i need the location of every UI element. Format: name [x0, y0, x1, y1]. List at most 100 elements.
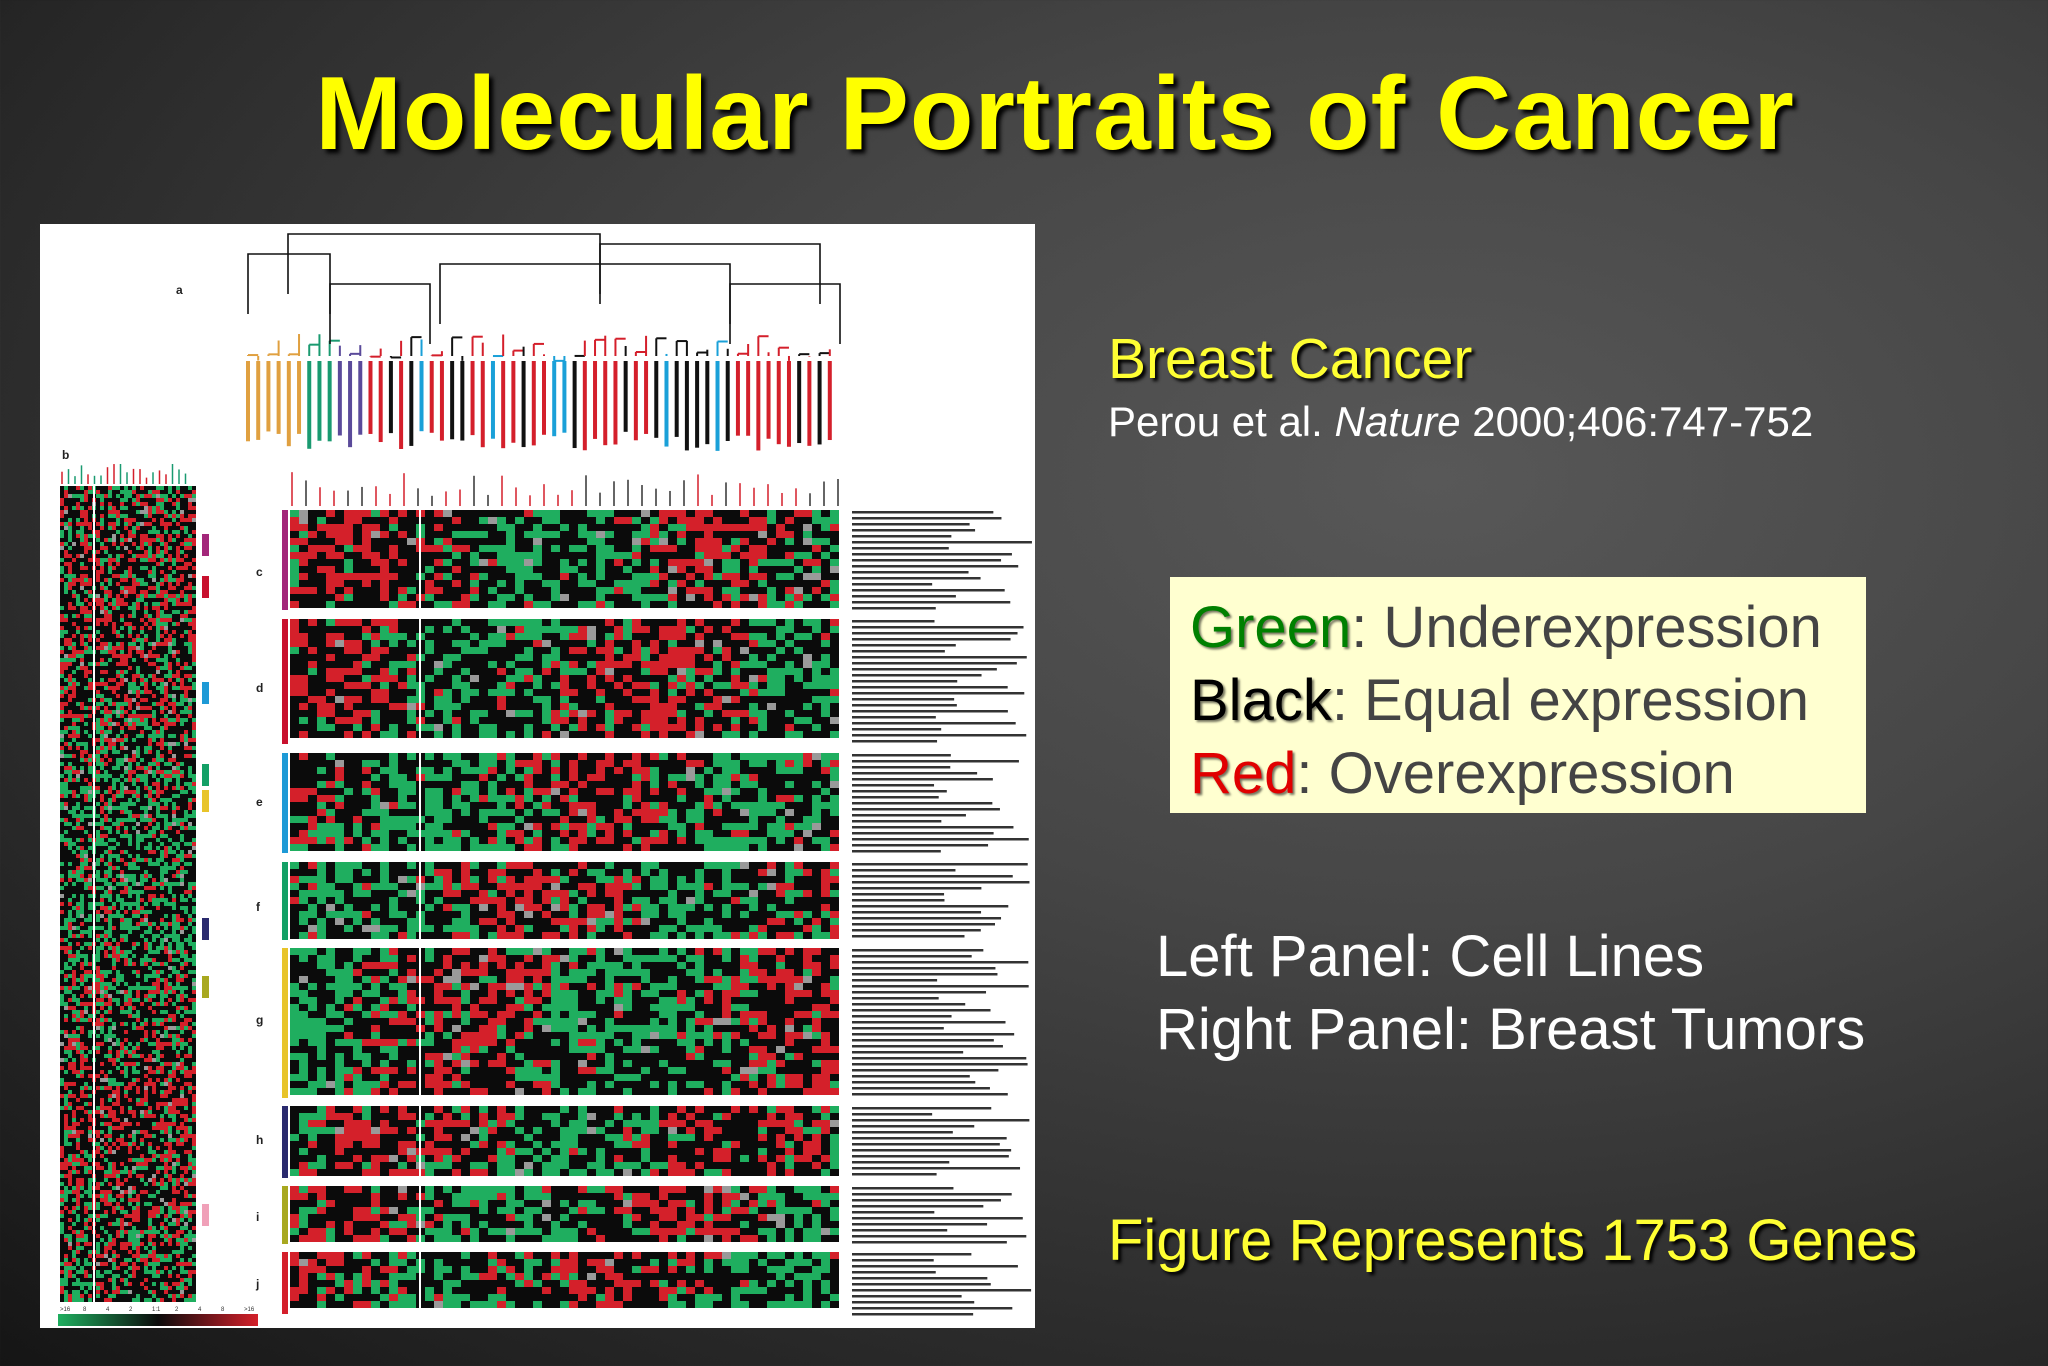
heatmap-block: [290, 948, 839, 1095]
sample-label-line: [776, 361, 781, 445]
citation-reference: 2000;406:747-752: [1472, 398, 1814, 445]
gene-label-line: [852, 991, 987, 994]
gene-label-line: [852, 620, 935, 623]
slide-title: Molecular Portraits of Cancer: [315, 56, 1795, 172]
gene-label-line: [852, 565, 1019, 568]
sample-label-line: [501, 361, 506, 449]
panel-label: d: [256, 681, 263, 695]
cell-line-heatmap: [60, 486, 196, 1302]
sample-label-line: [439, 361, 444, 441]
dendrogram-node: [729, 283, 841, 344]
gene-label-line: [852, 1009, 991, 1012]
panel-label: f: [256, 900, 261, 914]
sample-label-line: [327, 361, 332, 442]
gene-label-line: [852, 529, 976, 532]
gene-label-line: [852, 1051, 964, 1054]
cluster-marker: [202, 764, 209, 786]
cluster-marker: [202, 918, 209, 940]
gene-label-line: [852, 1265, 1018, 1268]
sample-label-line: [613, 361, 618, 445]
sample-label-line: [684, 361, 689, 451]
gene-label-line: [852, 949, 984, 952]
gene-label-line: [852, 589, 1005, 592]
sample-label-line: [695, 361, 700, 448]
gene-label-line: [852, 523, 970, 526]
scale-tick-label: 1:1: [152, 1307, 161, 1313]
sample-label-line: [521, 361, 526, 448]
gene-label-line: [852, 778, 993, 781]
gene-label-line: [852, 1223, 988, 1226]
gene-label-line: [852, 1187, 954, 1190]
gene-label-line: [852, 626, 1024, 629]
heatmap-block: [290, 862, 839, 939]
heatmap-figure-svg: a b c d e f g h i j >16 8 4 2 1:1 2 4 8 >16: [58, 233, 1032, 1326]
sample-label-line: [562, 361, 567, 433]
gene-label-line: [852, 1173, 937, 1176]
panel-label: g: [256, 1013, 263, 1027]
cluster-marker: [202, 1204, 209, 1226]
gene-label-line: [852, 680, 958, 683]
gene-label-line: [852, 1107, 992, 1110]
cluster-stripe: [282, 862, 288, 940]
gene-label-line: [852, 1069, 999, 1072]
gene-label-line: [852, 583, 933, 586]
gene-label-line: [852, 1033, 1015, 1036]
sample-label-line: [766, 361, 771, 439]
cluster-stripe: [282, 1186, 288, 1244]
gene-label-line: [852, 766, 951, 769]
gene-label-line: [852, 650, 945, 653]
gene-label-line: [852, 1283, 991, 1286]
scale-tick-label: >16: [60, 1307, 71, 1313]
sample-label-line: [419, 361, 424, 432]
panel-notes: Left Panel: Cell Lines Right Panel: Brea…: [1156, 920, 1865, 1066]
sample-label-line: [307, 361, 312, 449]
cluster-marker: [202, 976, 209, 998]
gene-label-line: [852, 535, 952, 538]
sample-label-line: [246, 361, 250, 442]
scale-tick-label: 8: [221, 1307, 225, 1313]
gene-label-line: [852, 1155, 1009, 1158]
heatmap-figure: a b c d e f g h i j >16 8 4 2 1:1 2 4 8 >16: [40, 224, 1035, 1328]
sample-label-line: [286, 361, 291, 447]
gene-label-line: [852, 668, 997, 671]
gene-label-line: [852, 863, 1028, 866]
gene-label-line: [852, 1045, 1003, 1048]
legend-row-green: Green: Underexpression: [1190, 591, 1846, 664]
gene-label-line: [852, 1039, 994, 1042]
sample-label-line: [705, 361, 710, 445]
sample-label-line: [511, 361, 516, 443]
gene-label-line: [852, 692, 1025, 695]
gene-label-line: [852, 1271, 936, 1274]
gene-label-line: [852, 722, 1016, 725]
genes-note: Figure Represents 1753 Genes: [1108, 1208, 1918, 1273]
gene-label-line: [852, 1167, 1021, 1170]
sample-label-line: [297, 361, 302, 434]
scale-tick-label: 4: [198, 1307, 202, 1313]
scale-tick-label: 2: [175, 1307, 179, 1313]
gene-label-line: [852, 547, 949, 550]
sample-label-line: [490, 361, 495, 439]
legend-desc-green: : Underexpression: [1351, 595, 1822, 660]
gene-label-line: [852, 790, 947, 793]
gene-label-line: [852, 1205, 984, 1208]
gene-label-line: [852, 1277, 988, 1280]
gene-label-line: [852, 710, 1008, 713]
gene-label-line: [852, 632, 1018, 635]
gene-label-line: [852, 808, 1000, 811]
sample-label-line: [256, 361, 261, 440]
gene-label-line: [852, 893, 945, 896]
sample-label-line: [715, 361, 720, 451]
gene-label-line: [852, 1131, 953, 1134]
gene-label-line: [852, 728, 942, 731]
sample-label-line: [388, 361, 393, 434]
gene-label-line: [852, 1093, 1008, 1096]
right-panel-note: Right Panel: Breast Tumors: [1156, 997, 1866, 1062]
gene-label-line: [852, 1015, 952, 1018]
gene-label-line: [852, 1087, 990, 1090]
sample-label-line: [654, 361, 659, 438]
gene-label-line: [852, 577, 981, 580]
sample-label-line: [542, 361, 546, 435]
gene-label-line: [852, 1211, 935, 1214]
gene-label-line: [852, 1241, 1007, 1244]
gene-label-line: [852, 601, 1011, 604]
